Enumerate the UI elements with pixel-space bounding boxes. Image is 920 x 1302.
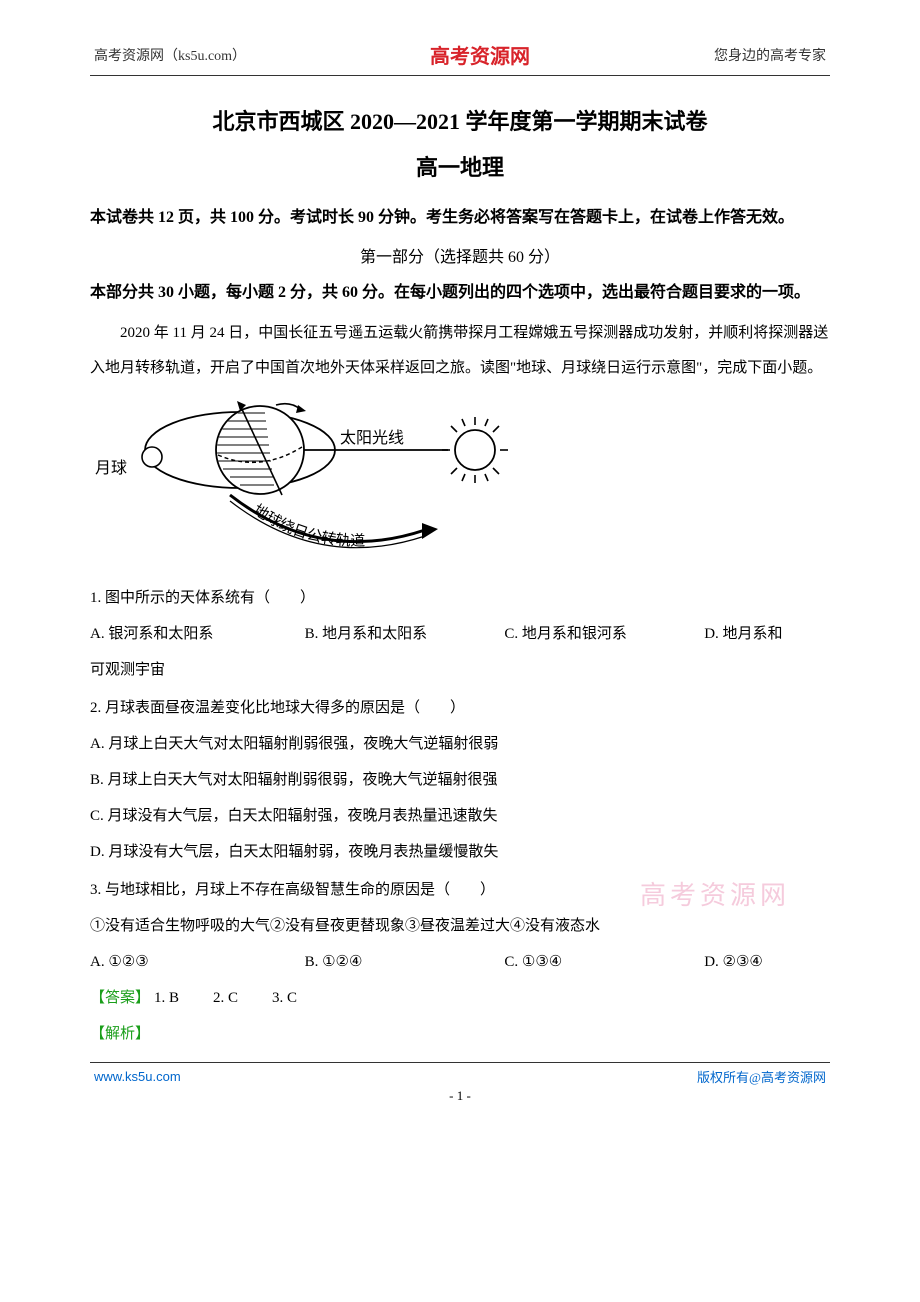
moon-label: 月球 [95, 459, 127, 477]
answers-label: 【答案】 [90, 990, 150, 1006]
orbit-label: 地球绕日公转轨道 [250, 502, 365, 550]
q1-option-c: C. 地月系和银河系 [504, 616, 704, 652]
q3-option-c: C. ①③④ [504, 944, 704, 980]
q3-option-a: A. ①②③ [90, 944, 305, 980]
sunray-label: 太阳光线 [340, 429, 404, 447]
q1-options: A. 银河系和太阳系 B. 地月系和太阳系 C. 地月系和银河系 D. 地月系和 [90, 616, 830, 652]
answers-row: 【答案】1. B 2. C 3. C [90, 980, 830, 1016]
earth-moon-sun-diagram: 月球 [90, 395, 520, 565]
footer-url: www.ks5u.com [94, 1069, 181, 1084]
page-number: - 1 - [90, 1088, 830, 1104]
section-1-instructions: 本部分共 30 小题，每小题 2 分，共 60 分。在每小题列出的四个选项中，选… [90, 275, 830, 310]
earth-icon [208, 401, 306, 495]
q1-option-b: B. 地月系和太阳系 [305, 616, 505, 652]
page-header: 高考资源网（ks5u.com） 高考资源网 您身边的高考专家 [90, 40, 830, 69]
q3-option-d: D. ②③④ [704, 944, 830, 980]
q2-stem: 2. 月球表面昼夜温差变化比地球大得多的原因是（ ） [90, 690, 830, 726]
q2-option-c: C. 月球没有大气层，白天太阳辐射强，夜晚月表热量迅速散失 [90, 798, 830, 834]
header-right-text: 您身边的高考专家 [714, 45, 826, 65]
q1-stem: 1. 图中所示的天体系统有（ ） [90, 580, 830, 616]
answer-2: 2. C [213, 990, 238, 1006]
header-rule [90, 75, 830, 76]
page-container: 高考资源网（ks5u.com） 高考资源网 您身边的高考专家 北京市西城区 20… [0, 0, 920, 1154]
exam-title-line2: 高一地理 [90, 150, 830, 182]
diagram-container: 月球 [90, 395, 830, 570]
question-context: 2020 年 11 月 24 日，中国长征五号遥五运载火箭携带探月工程嫦娥五号探… [90, 316, 830, 385]
answer-3: 3. C [272, 990, 297, 1006]
q3-option-b: B. ①②④ [305, 944, 505, 980]
watermark-text: 高考资源网 [640, 875, 790, 912]
header-center-brand: 高考资源网 [430, 40, 530, 69]
answer-1: 1. B [154, 990, 179, 1006]
footer-copyright: 版权所有@高考资源网 [697, 1067, 826, 1086]
header-left-text: 高考资源网（ks5u.com） [94, 45, 246, 65]
q2-option-a: A. 月球上白天大气对太阳辐射削弱很强，夜晚大气逆辐射很弱 [90, 726, 830, 762]
analysis-label: 【解析】 [90, 1016, 830, 1052]
q2-option-b: B. 月球上白天大气对太阳辐射削弱很弱，夜晚大气逆辐射很强 [90, 762, 830, 798]
q1-option-a: A. 银河系和太阳系 [90, 616, 305, 652]
q2-option-d: D. 月球没有大气层，白天太阳辐射弱，夜晚月表热量缓慢散失 [90, 834, 830, 870]
exam-instructions: 本试卷共 12 页，共 100 分。考试时长 90 分钟。考生务必将答案写在答题… [90, 200, 830, 235]
q1-option-d: D. 地月系和 [704, 616, 830, 652]
section-1-label: 第一部分（选择题共 60 分） [90, 243, 830, 267]
page-footer: www.ks5u.com 版权所有@高考资源网 [90, 1063, 830, 1086]
sun-icon [442, 417, 508, 483]
q3-statements: ①没有适合生物呼吸的大气②没有昼夜更替现象③昼夜温差过大④没有液态水 [90, 908, 830, 944]
exam-title-line1: 北京市西城区 2020—2021 学年度第一学期期末试卷 [90, 104, 830, 136]
q1-option-d-continuation: 可观测宇宙 [90, 652, 830, 688]
q3-options: A. ①②③ B. ①②④ C. ①③④ D. ②③④ [90, 944, 830, 980]
